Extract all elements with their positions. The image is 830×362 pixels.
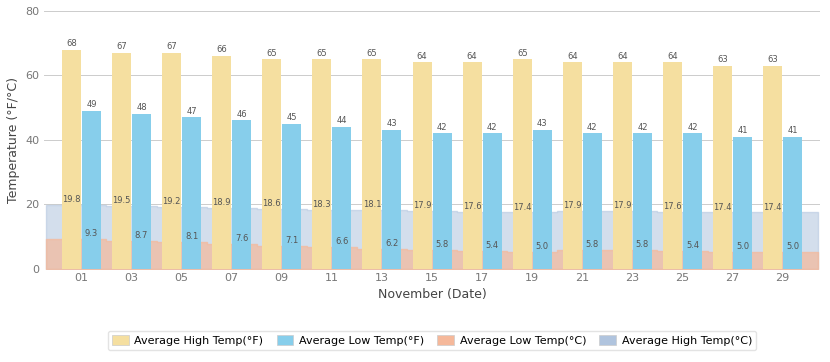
Bar bbox=[713, 66, 732, 269]
Text: 17.4: 17.4 bbox=[713, 202, 732, 211]
Text: 9.3: 9.3 bbox=[85, 228, 98, 237]
Text: 67: 67 bbox=[166, 42, 177, 51]
Bar bbox=[383, 130, 402, 269]
Bar bbox=[563, 63, 582, 269]
Text: 8.1: 8.1 bbox=[185, 232, 198, 241]
Bar bbox=[112, 53, 131, 269]
Bar bbox=[663, 63, 682, 269]
Text: 19.2: 19.2 bbox=[163, 197, 181, 206]
Text: 19.5: 19.5 bbox=[112, 196, 130, 205]
Text: 17.9: 17.9 bbox=[563, 201, 582, 210]
Text: 41: 41 bbox=[788, 126, 798, 135]
Text: 42: 42 bbox=[587, 123, 598, 132]
Text: 19.8: 19.8 bbox=[62, 195, 81, 204]
Text: 64: 64 bbox=[617, 52, 627, 61]
Text: 44: 44 bbox=[337, 116, 347, 125]
Text: 5.8: 5.8 bbox=[636, 240, 649, 249]
Text: 7.1: 7.1 bbox=[286, 236, 299, 245]
Text: 6.6: 6.6 bbox=[335, 237, 349, 246]
Text: 42: 42 bbox=[437, 123, 447, 132]
Bar bbox=[683, 133, 702, 269]
Text: 65: 65 bbox=[316, 49, 327, 58]
Text: 8.7: 8.7 bbox=[134, 231, 149, 240]
Bar bbox=[733, 136, 752, 269]
Text: 64: 64 bbox=[466, 52, 477, 61]
Bar bbox=[162, 53, 181, 269]
Text: 64: 64 bbox=[567, 52, 578, 61]
Bar bbox=[432, 133, 452, 269]
Text: 65: 65 bbox=[266, 49, 277, 58]
Text: 5.0: 5.0 bbox=[736, 243, 749, 252]
Text: 17.6: 17.6 bbox=[463, 202, 481, 211]
Text: 45: 45 bbox=[286, 113, 297, 122]
Text: 18.3: 18.3 bbox=[313, 199, 331, 209]
Bar bbox=[61, 50, 81, 269]
Bar bbox=[513, 59, 532, 269]
Text: 65: 65 bbox=[367, 49, 378, 58]
Text: 46: 46 bbox=[237, 110, 247, 119]
Bar bbox=[332, 127, 351, 269]
Text: 17.9: 17.9 bbox=[613, 201, 632, 210]
Bar bbox=[282, 124, 301, 269]
Text: 17.9: 17.9 bbox=[413, 201, 432, 210]
Text: 42: 42 bbox=[687, 123, 698, 132]
Text: 64: 64 bbox=[667, 52, 678, 61]
Text: 65: 65 bbox=[517, 49, 528, 58]
Bar bbox=[182, 117, 201, 269]
Bar bbox=[784, 136, 803, 269]
Bar bbox=[413, 63, 432, 269]
Text: 67: 67 bbox=[116, 42, 127, 51]
Text: 68: 68 bbox=[66, 39, 76, 48]
Bar bbox=[262, 59, 281, 269]
Bar bbox=[613, 63, 632, 269]
Bar bbox=[633, 133, 652, 269]
Text: 66: 66 bbox=[217, 45, 227, 54]
Bar bbox=[363, 59, 382, 269]
Bar bbox=[212, 56, 231, 269]
Text: 5.0: 5.0 bbox=[786, 243, 799, 252]
Bar bbox=[763, 66, 782, 269]
Text: 5.4: 5.4 bbox=[486, 241, 499, 250]
Text: 7.6: 7.6 bbox=[235, 234, 248, 243]
Bar bbox=[312, 59, 331, 269]
Text: 18.1: 18.1 bbox=[363, 200, 381, 209]
Bar bbox=[232, 121, 251, 269]
Text: 49: 49 bbox=[86, 100, 96, 109]
Y-axis label: Temperature (°F/°C): Temperature (°F/°C) bbox=[7, 77, 20, 203]
Text: 43: 43 bbox=[387, 119, 398, 129]
Bar bbox=[82, 111, 101, 269]
Bar bbox=[132, 114, 151, 269]
Bar bbox=[462, 63, 481, 269]
Text: 18.6: 18.6 bbox=[262, 199, 281, 208]
Text: 63: 63 bbox=[767, 55, 778, 64]
Text: 5.4: 5.4 bbox=[686, 241, 699, 250]
Text: 5.8: 5.8 bbox=[586, 240, 599, 249]
Text: 6.2: 6.2 bbox=[385, 239, 398, 248]
Text: 42: 42 bbox=[487, 123, 497, 132]
Bar bbox=[533, 130, 552, 269]
Text: 17.4: 17.4 bbox=[764, 202, 782, 211]
Text: 63: 63 bbox=[717, 55, 728, 64]
Text: 42: 42 bbox=[637, 123, 647, 132]
Text: 48: 48 bbox=[136, 104, 147, 112]
Text: 5.0: 5.0 bbox=[535, 243, 549, 252]
Bar bbox=[583, 133, 602, 269]
Text: 64: 64 bbox=[417, 52, 427, 61]
Text: 43: 43 bbox=[537, 119, 548, 129]
Legend: Average High Temp(°F), Average Low Temp(°F), Average Low Temp(°C), Average High : Average High Temp(°F), Average Low Temp(… bbox=[108, 331, 756, 350]
Text: 17.4: 17.4 bbox=[513, 202, 531, 211]
Text: 5.8: 5.8 bbox=[436, 240, 449, 249]
Text: 47: 47 bbox=[186, 106, 197, 115]
X-axis label: November (Date): November (Date) bbox=[378, 288, 486, 301]
Text: 41: 41 bbox=[737, 126, 748, 135]
Text: 18.9: 18.9 bbox=[212, 198, 231, 207]
Bar bbox=[482, 133, 501, 269]
Text: 17.6: 17.6 bbox=[663, 202, 681, 211]
